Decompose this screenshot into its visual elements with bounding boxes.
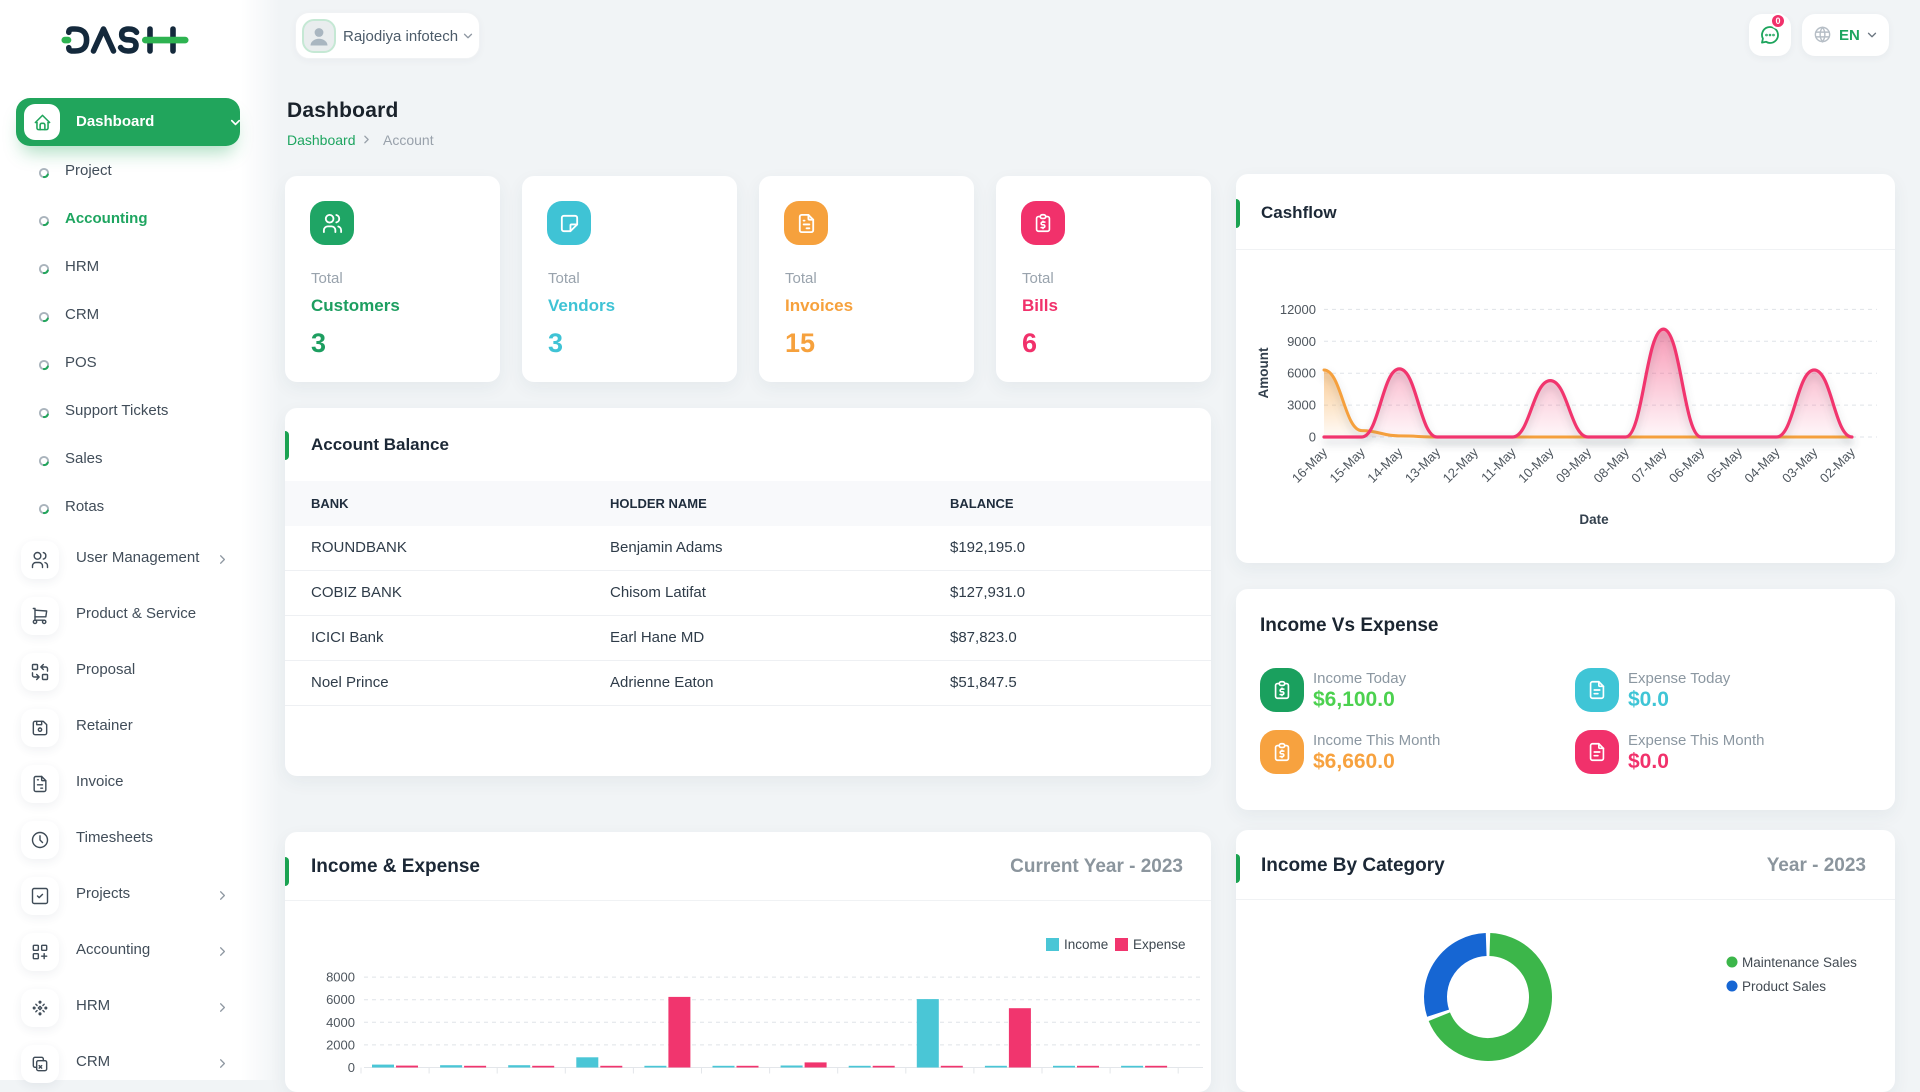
svg-text:15-May: 15-May bbox=[1327, 444, 1369, 486]
svg-text:Amount: Amount bbox=[1256, 347, 1271, 398]
svg-text:4000: 4000 bbox=[326, 1015, 355, 1030]
svg-text:9000: 9000 bbox=[1287, 334, 1316, 349]
svg-text:3000: 3000 bbox=[1287, 398, 1316, 413]
svg-text:02-May: 02-May bbox=[1817, 444, 1859, 486]
svg-text:0: 0 bbox=[348, 1060, 355, 1075]
svg-text:06-May: 06-May bbox=[1666, 444, 1708, 486]
svg-text:6000: 6000 bbox=[326, 992, 355, 1007]
svg-text:16-May: 16-May bbox=[1289, 444, 1331, 486]
svg-text:Maintenance Sales: Maintenance Sales bbox=[1742, 955, 1857, 970]
svg-text:08-May: 08-May bbox=[1591, 444, 1633, 486]
svg-text:Product Sales: Product Sales bbox=[1742, 979, 1826, 994]
svg-text:10-May: 10-May bbox=[1515, 444, 1557, 486]
svg-text:Expense: Expense bbox=[1133, 937, 1186, 952]
svg-text:12000: 12000 bbox=[1280, 302, 1316, 317]
svg-text:09-May: 09-May bbox=[1553, 444, 1595, 486]
svg-text:05-May: 05-May bbox=[1704, 444, 1746, 486]
svg-text:03-May: 03-May bbox=[1779, 444, 1821, 486]
svg-text:0: 0 bbox=[1309, 430, 1316, 445]
svg-text:Date: Date bbox=[1579, 512, 1609, 527]
svg-text:13-May: 13-May bbox=[1402, 444, 1444, 486]
svg-text:11-May: 11-May bbox=[1478, 444, 1519, 485]
svg-text:Income: Income bbox=[1064, 937, 1108, 952]
svg-text:07-May: 07-May bbox=[1628, 444, 1670, 486]
svg-text:6000: 6000 bbox=[1287, 366, 1316, 381]
svg-text:14-May: 14-May bbox=[1364, 444, 1406, 486]
svg-text:2000: 2000 bbox=[326, 1037, 355, 1052]
svg-text:12-May: 12-May bbox=[1440, 444, 1482, 486]
svg-text:04-May: 04-May bbox=[1741, 444, 1783, 486]
svg-text:8000: 8000 bbox=[326, 970, 355, 985]
